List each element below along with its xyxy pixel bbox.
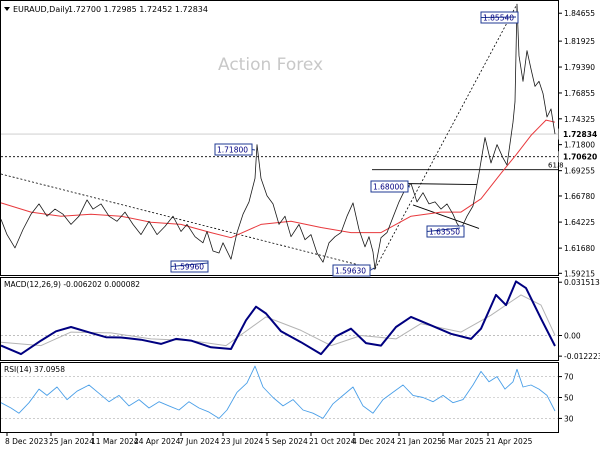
time-tick-label-2: 11 Mar 2024 (91, 437, 139, 446)
time-tick-label-10: 6 Mar 2025 (441, 437, 484, 446)
time-tick-label-0: 8 Dec 2023 (5, 437, 48, 446)
ref-level-tag-box (558, 151, 600, 163)
time-tick-label-1: 25 Jan 2024 (49, 437, 94, 446)
macd-lines (0, 280, 558, 356)
time-tick-label-9: 21 Jan 2025 (397, 437, 442, 446)
price-label-connector-3 (426, 227, 461, 232)
time-tick-label-8: 4 Dec 2024 (352, 437, 395, 446)
rsi-axis-tick-label-1: 50 (564, 394, 574, 403)
time-tick-label-5: 23 Jul 2024 (221, 437, 264, 446)
price-axis-tick-label-4: 1.74325 (564, 115, 595, 124)
price-label-connector-0 (480, 16, 517, 18)
rsi-lines (0, 365, 558, 419)
macd-line (0, 280, 556, 356)
price-label-0: 1.85540 (483, 14, 514, 23)
price-label-connector-1 (251, 149, 256, 151)
time-tick-label-7: 21 Oct 2024 (309, 437, 356, 446)
macd-axis-tick-label-2: -0.012223 (564, 352, 600, 361)
moving-average-line (0, 119, 556, 239)
macd-signal-line (0, 294, 556, 347)
current-price-tag-box (558, 128, 600, 140)
price-overlay: 61.8 (0, 3, 564, 270)
price-axis-tick-label-9: 1.61680 (564, 244, 595, 253)
macd-axis: 0.031513 0.00 -0.012223 (558, 278, 600, 361)
dropdown-triangle-icon[interactable] (4, 7, 10, 11)
rsi-axis: 70 50 30 (558, 373, 574, 423)
price-label-connector-4 (170, 262, 209, 267)
price-label-4: 1.59960 (173, 263, 204, 272)
time-tick-label-4: 7 Jun 2024 (179, 437, 220, 446)
time-tick-label-11: 21 Apr 2025 (486, 437, 533, 446)
price-lines (0, 3, 556, 270)
price-axis-tick-label-6: 1.69255 (564, 167, 595, 176)
current-price-tag-text: 1.72834 (563, 130, 597, 139)
price-axis-tick-label-7: 1.66780 (564, 192, 595, 201)
price-label-5: 1.59630 (335, 267, 366, 276)
price-label-connector-2 (407, 186, 411, 188)
macd-axis-tick-label-0: 0.031513 (564, 278, 600, 287)
macd-label: MACD(12,26,9) -0.006202 0.000082 (4, 280, 140, 289)
price-axis-tick-label-2: 1.79390 (564, 63, 595, 72)
price-label-1: 1.71800 (217, 146, 248, 155)
channel-lower (412, 204, 480, 229)
price-axis-tick-label-8: 1.64225 (564, 218, 595, 227)
rsi-label: RSI(14) 37.0958 (4, 365, 65, 374)
macd-panel-frame (0, 277, 559, 361)
rsi-line (0, 365, 556, 419)
price-annotations: 1.85540 1.71800 1.68000 1.63550 1.59960 1.596… (170, 11, 600, 277)
price-axis: 1.84655 1.81925 1.79390 1.76855 1.74325 1.718… (558, 9, 595, 278)
price-label-2: 1.68000 (373, 183, 404, 192)
channel-upper (400, 183, 478, 185)
time-tick-label-3: 24 Apr 2024 (134, 437, 181, 446)
price-axis-tick-label-5: 1.71800 (564, 141, 595, 150)
header-title: EURAUD,Daily (13, 5, 70, 14)
header-ohlc: 1.72700 1.72985 1.72452 1.72834 (68, 5, 208, 14)
price-axis-tick-label-0: 1.84655 (564, 9, 595, 18)
price-axis-tick-label-10: 1.59215 (564, 269, 595, 278)
price-axis-tick-label-1: 1.81925 (564, 37, 595, 46)
watermark: Action Forex (218, 55, 323, 75)
price-label-connector-5 (369, 267, 375, 271)
fib-level-label: 61.8 (548, 162, 564, 170)
time-tick-label-6: 5 Sep 2024 (265, 437, 308, 446)
rsi-axis-tick-label-0: 70 (564, 373, 574, 382)
ref-level-tag-text: 1.70620 (563, 153, 597, 162)
price-panel-frame (0, 0, 559, 276)
macd-axis-tick-label-1: 0.00 (564, 331, 581, 340)
trendline-down (0, 173, 376, 270)
rsi-axis-tick-label-2: 30 (564, 414, 574, 423)
price-axis-tick-label-3: 1.76855 (564, 89, 595, 98)
price-line (0, 3, 556, 270)
price-label-3: 1.63550 (429, 228, 460, 237)
